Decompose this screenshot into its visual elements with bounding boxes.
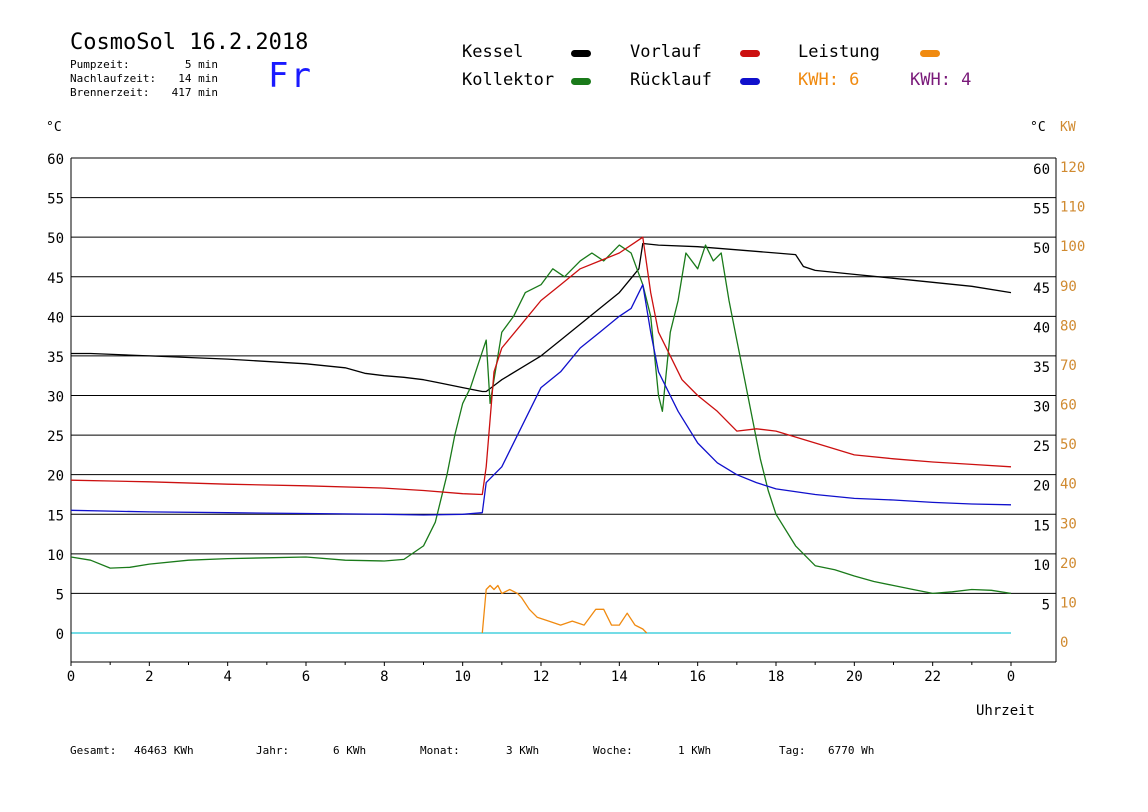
series-line-vorlauf [70, 236, 1012, 496]
y-tick-label-kw: 20 [1060, 556, 1077, 572]
x-tick-label: 12 [533, 669, 550, 685]
y-tick-label-kw: 30 [1060, 516, 1077, 532]
legend-kessel: Kessel [462, 42, 524, 62]
footer-monat-value: 3 KWh [506, 744, 540, 757]
y-tick-label-kw: 60 [1060, 398, 1077, 414]
y-tick-label-left: 15 [47, 508, 64, 524]
brennerzeit-row: Brennerzeit: 417 min [70, 86, 218, 100]
brennerzeit-label: Brennerzeit: [70, 86, 150, 99]
legend-kwh-purple: KWH: 4 [910, 70, 972, 90]
footer-tag-label: Tag: [779, 744, 806, 757]
y-tick-label-left: 30 [47, 390, 64, 406]
series-line-rcklauf [70, 284, 1012, 516]
legend-kollektor: Kollektor [462, 70, 555, 90]
y-tick-label-kw: 110 [1060, 200, 1085, 216]
y-axis-unit-left: °C [46, 120, 62, 135]
footer-tag-value: 6770 Wh [828, 744, 875, 757]
y-tick-label-kw: 80 [1060, 318, 1077, 334]
footer-monat-label: Monat: [420, 744, 460, 757]
pumpzeit-label: Pumpzeit: [70, 58, 130, 71]
x-tick-label: 22 [924, 669, 941, 685]
legend-leistung: Leistung [798, 42, 880, 62]
y-tick-label-left: 60 [47, 152, 64, 168]
x-tick-label: 2 [145, 669, 153, 685]
x-tick-label: 10 [454, 669, 471, 685]
footer-jahr-label: Jahr: [256, 744, 290, 757]
pumpzeit-value: 5 min [184, 58, 218, 71]
y-tick-label-right: 40 [1033, 320, 1050, 336]
y-tick-label-right: 60 [1033, 162, 1050, 178]
series-line-kessel [71, 242, 1012, 393]
legend-ruecklauf-swatch [740, 78, 760, 85]
y-tick-label-left: 35 [47, 350, 64, 366]
page-title: CosmoSol 16.2.2018 [70, 30, 309, 55]
footer-woche-value: 1 KWh [678, 744, 712, 757]
y-tick-label-right: 55 [1033, 202, 1050, 218]
x-tick-label: 8 [380, 669, 388, 685]
x-tick-label: 0 [1007, 669, 1015, 685]
nachlaufzeit-label: Nachlaufzeit: [70, 72, 157, 85]
y-tick-label-kw: 90 [1060, 279, 1077, 295]
y-tick-label-kw: 10 [1060, 595, 1077, 611]
nachlaufzeit-value: 14 min [178, 72, 218, 85]
y-tick-label-left: 50 [47, 231, 64, 247]
y-tick-label-kw: 40 [1060, 477, 1077, 493]
x-tick-label: 6 [302, 669, 310, 685]
legend-kwh-orange: KWH: 6 [798, 70, 860, 90]
y-tick-label-right: 15 [1033, 518, 1050, 534]
y-tick-label-left: 10 [47, 548, 64, 564]
y-tick-label-right: 50 [1033, 241, 1050, 257]
footer-gesamt-value: 46463 KWh [134, 744, 194, 757]
x-tick-label: 18 [768, 669, 785, 685]
series-line-kollektor [70, 244, 1012, 595]
footer-gesamt-label: Gesamt: [70, 744, 117, 757]
y-tick-label-left: 45 [47, 271, 64, 287]
y-tick-label-left: 5 [56, 587, 64, 603]
legend-vorlauf: Vorlauf [630, 42, 702, 62]
y-tick-label-right: 45 [1033, 281, 1050, 297]
y-axis-unit-right: °C [1030, 120, 1046, 135]
x-tick-label: 16 [689, 669, 706, 685]
y-tick-label-kw: 100 [1060, 239, 1085, 255]
legend-kessel-swatch [571, 50, 591, 57]
pumpzeit-row: Pumpzeit: 5 min [70, 58, 218, 72]
legend-kollektor-swatch [571, 78, 591, 85]
nachlaufzeit-row: Nachlaufzeit: 14 min [70, 72, 218, 86]
weekday-label: Fr [268, 56, 313, 96]
y-tick-label-left: 0 [56, 627, 64, 643]
y-tick-label-kw: 70 [1060, 358, 1077, 374]
y-tick-label-left: 55 [47, 192, 64, 208]
legend-vorlauf-swatch [740, 50, 760, 57]
footer-woche-label: Woche: [593, 744, 633, 757]
y-tick-label-right: 35 [1033, 360, 1050, 376]
y-tick-label-right: 20 [1033, 479, 1050, 495]
y-axis-unit-kw: KW [1060, 120, 1076, 135]
x-axis-label: Uhrzeit [976, 703, 1035, 719]
x-tick-label: 14 [611, 669, 628, 685]
legend-ruecklauf: Rücklauf [630, 70, 712, 90]
footer-jahr-value: 6 KWh [333, 744, 367, 757]
y-tick-label-kw: 50 [1060, 437, 1077, 453]
y-tick-label-left: 25 [47, 429, 64, 445]
y-tick-label-right: 5 [1042, 597, 1050, 613]
y-tick-label-kw: 0 [1060, 635, 1068, 651]
legend-leistung-swatch [920, 50, 940, 57]
y-tick-label-right: 30 [1033, 400, 1050, 416]
y-tick-label-left: 40 [47, 310, 64, 326]
series-line-leistung [481, 584, 648, 634]
x-tick-label: 20 [846, 669, 863, 685]
brennerzeit-value: 417 min [171, 86, 218, 99]
y-tick-label-left: 20 [47, 469, 64, 485]
x-tick-label: 4 [223, 669, 231, 685]
y-tick-label-right: 10 [1033, 558, 1050, 574]
y-tick-label-right: 25 [1033, 439, 1050, 455]
y-tick-label-kw: 120 [1060, 160, 1085, 176]
x-tick-label: 0 [67, 669, 75, 685]
